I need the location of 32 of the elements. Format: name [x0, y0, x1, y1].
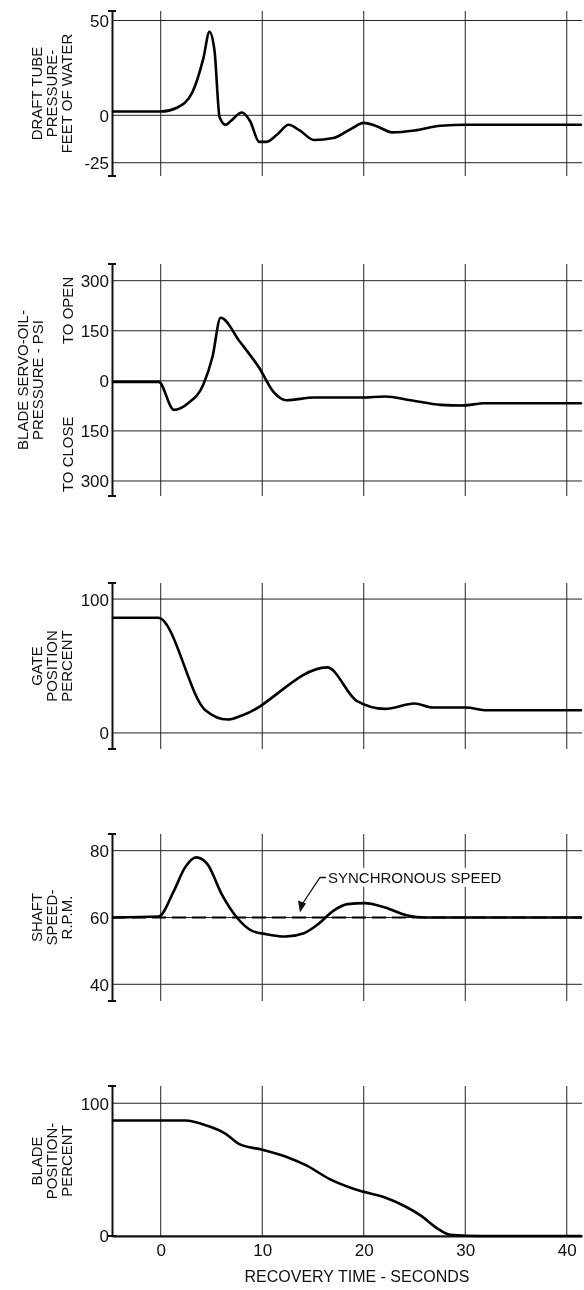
y-axis-title: BLADE SERVO-OIL- PRESSURE - PSI [14, 310, 46, 450]
y-tick-label: 300 [80, 272, 109, 292]
y-tick-label: 60 [90, 908, 109, 928]
y-tick-label: 0 [99, 106, 109, 126]
y-tick-label: -25 [84, 154, 109, 174]
y-tick-label: 300 [80, 472, 109, 492]
line-series [111, 316, 583, 412]
y-tick-label: 150 [80, 422, 109, 442]
x-tick-label: 30 [456, 1241, 476, 1261]
y-tick-label: 0 [99, 1227, 109, 1247]
x-axis-title: RECOVERY TIME - SECONDS [244, 1268, 470, 1285]
text: TO CLOSE [58, 416, 76, 493]
x-tick-label: 10 [253, 1241, 273, 1261]
line-series [111, 616, 583, 721]
y-axis-title: GATE POSITION PERCENT [28, 630, 75, 702]
y-tick-label: 150 [80, 322, 109, 342]
x-tick-label: 0 [156, 1241, 166, 1261]
y-tick-label: 50 [90, 11, 109, 31]
text: TO OPEN [58, 276, 76, 345]
x-tick-label: 20 [354, 1241, 374, 1261]
line-series [111, 30, 583, 144]
y-tick-label: 0 [99, 372, 109, 392]
ref-line-label: SYNCHRONOUS SPEED [328, 868, 502, 886]
y-axis-title: SHAFT SPEED- R.P.M. [28, 889, 75, 946]
y-axis-title: DRAFT TUBE PRESSURE- FEET OF WATER [28, 33, 75, 154]
y-axis-title: BLADE POSITION- PERCENT [28, 1122, 75, 1200]
y-tick-label: 0 [99, 724, 109, 744]
y-tick-label: 100 [80, 1094, 109, 1114]
x-tick-label: 40 [557, 1241, 577, 1261]
y-tick-label: 80 [90, 842, 109, 862]
y-tick-label: 100 [80, 590, 109, 610]
y-tick-label: 40 [90, 975, 109, 995]
